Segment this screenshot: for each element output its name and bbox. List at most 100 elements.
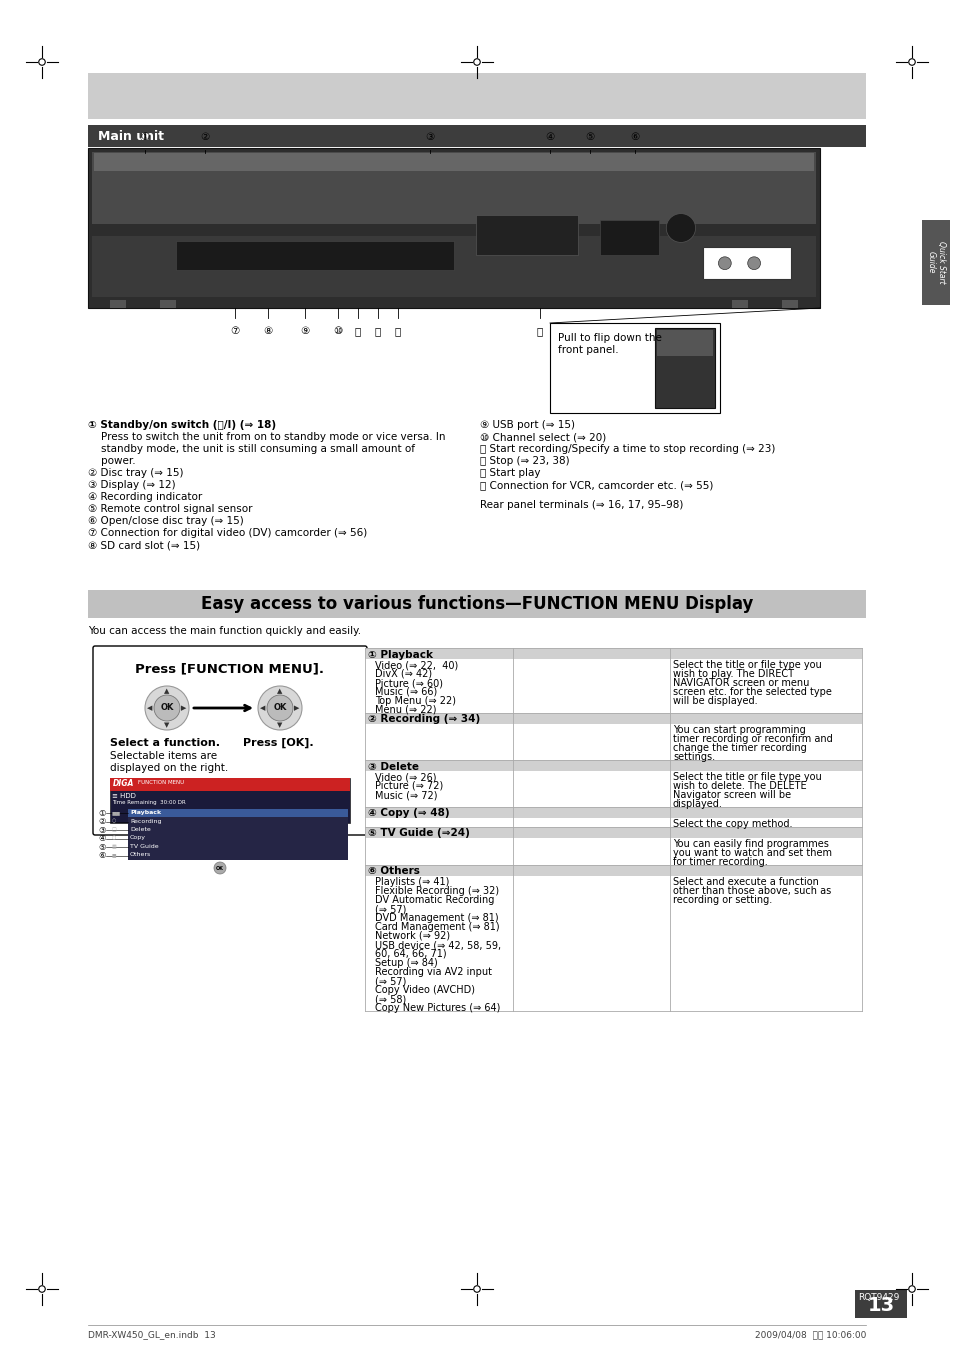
Text: ⑬: ⑬ — [395, 326, 400, 336]
Text: Pull to flip down the
front panel.: Pull to flip down the front panel. — [558, 332, 661, 354]
Text: Press to switch the unit from on to standby mode or vice versa. In: Press to switch the unit from on to stan… — [88, 432, 445, 442]
Text: displayed.: displayed. — [672, 798, 722, 809]
Text: You can access the main function quickly and easily.: You can access the main function quickly… — [88, 626, 361, 636]
Text: OK: OK — [160, 704, 173, 712]
Text: TV Guide: TV Guide — [130, 844, 158, 848]
Text: FUNCTION MENU: FUNCTION MENU — [138, 780, 184, 785]
Text: ▼: ▼ — [164, 721, 170, 728]
Text: ⑭ Connection for VCR, camcorder etc. (⇒ 55): ⑭ Connection for VCR, camcorder etc. (⇒ … — [479, 480, 713, 490]
Text: ▶: ▶ — [181, 705, 187, 711]
Bar — [365, 984, 862, 993]
Bar — [365, 827, 862, 838]
Bar — [365, 659, 862, 667]
Bar — [110, 778, 350, 790]
Bar — [365, 667, 862, 677]
Text: ▼: ▼ — [277, 721, 282, 728]
Text: ④: ④ — [545, 132, 554, 142]
Text: Network (⇒ 92): Network (⇒ 92) — [375, 931, 450, 942]
Bar — [702, 247, 790, 280]
Text: □: □ — [112, 827, 116, 832]
Bar — [110, 300, 126, 308]
Bar — [365, 1002, 862, 1011]
Text: OK: OK — [215, 866, 224, 870]
Text: power.: power. — [88, 457, 135, 466]
Text: ⑪: ⑪ — [355, 326, 361, 336]
Bar — [365, 975, 862, 984]
Bar — [128, 851, 348, 859]
Bar — [599, 220, 659, 255]
Text: ■: ■ — [112, 852, 116, 858]
Text: ③: ③ — [425, 132, 435, 142]
Text: ⑫ Stop (⇒ 23, 38): ⑫ Stop (⇒ 23, 38) — [479, 457, 569, 466]
Text: ◀: ◀ — [260, 705, 265, 711]
Text: Navigator screen will be: Navigator screen will be — [672, 790, 790, 800]
Bar — [365, 885, 862, 894]
Text: (⇒ 57): (⇒ 57) — [375, 975, 406, 986]
Text: ⑥ Open/close disc tray (⇒ 15): ⑥ Open/close disc tray (⇒ 15) — [88, 516, 244, 526]
Text: USB device (⇒ 42, 58, 59,: USB device (⇒ 42, 58, 59, — [375, 940, 500, 950]
Bar — [365, 939, 862, 948]
Bar — [365, 761, 862, 771]
Text: ○: ○ — [112, 819, 116, 824]
Text: Quick Start
Guide: Quick Start Guide — [925, 242, 944, 284]
Text: Recording: Recording — [130, 819, 161, 824]
Bar — [365, 902, 862, 912]
Text: ▲: ▲ — [277, 688, 282, 694]
Text: ⑥: ⑥ — [98, 851, 106, 861]
Text: Time Remaining  30:00 DR: Time Remaining 30:00 DR — [112, 800, 186, 805]
Text: Main unit: Main unit — [98, 130, 164, 142]
Text: NAVIGATOR screen or menu: NAVIGATOR screen or menu — [672, 678, 808, 688]
Text: ⑨: ⑨ — [300, 326, 310, 336]
Text: Music (⇒ 72): Music (⇒ 72) — [375, 790, 437, 800]
Text: ⑥: ⑥ — [630, 132, 639, 142]
Text: ⑧ SD card slot (⇒ 15): ⑧ SD card slot (⇒ 15) — [88, 540, 200, 550]
Text: settings.: settings. — [672, 753, 715, 762]
Text: Press [OK].: Press [OK]. — [243, 738, 314, 748]
Bar — [550, 323, 720, 413]
Circle shape — [747, 257, 760, 270]
Bar — [365, 751, 862, 761]
Bar — [365, 865, 862, 875]
Bar — [365, 847, 862, 857]
Text: ③ Display (⇒ 12): ③ Display (⇒ 12) — [88, 480, 175, 490]
Text: Video (⇒ 26): Video (⇒ 26) — [375, 771, 436, 782]
Text: other than those above, such as: other than those above, such as — [672, 886, 830, 896]
Text: recording or setting.: recording or setting. — [672, 894, 771, 905]
Text: Picture (⇒ 72): Picture (⇒ 72) — [375, 781, 443, 790]
Text: Copy Video (AVCHD): Copy Video (AVCHD) — [375, 985, 475, 994]
Bar — [365, 817, 862, 827]
Circle shape — [267, 694, 293, 721]
Text: standby mode, the unit is still consuming a small amount of: standby mode, the unit is still consumin… — [88, 444, 415, 454]
Text: 2009/04/08  午前 10:06:00: 2009/04/08 午前 10:06:00 — [754, 1329, 865, 1339]
Text: ④: ④ — [98, 835, 106, 843]
Text: ◀: ◀ — [147, 705, 152, 711]
Bar — [128, 843, 348, 851]
Bar — [476, 215, 578, 255]
Text: Select the title or file type you: Select the title or file type you — [672, 661, 821, 670]
Text: for timer recording.: for timer recording. — [672, 857, 767, 867]
Bar — [365, 993, 862, 1002]
Circle shape — [153, 694, 180, 721]
Text: Playback: Playback — [130, 811, 161, 815]
Bar — [655, 328, 714, 408]
Text: ⑩ Channel select (⇒ 20): ⑩ Channel select (⇒ 20) — [479, 432, 605, 442]
Text: Flexible Recording (⇒ 32): Flexible Recording (⇒ 32) — [375, 886, 498, 896]
Bar — [91, 236, 815, 297]
Bar — [88, 149, 820, 308]
Bar — [365, 694, 862, 704]
Bar — [128, 817, 348, 825]
Text: DIGA: DIGA — [112, 780, 134, 788]
Text: Select the copy method.: Select the copy method. — [672, 819, 792, 830]
Bar — [110, 778, 350, 823]
Bar — [128, 825, 348, 834]
Circle shape — [145, 686, 189, 730]
Text: ①: ① — [140, 132, 150, 142]
Bar — [94, 153, 813, 172]
Text: ≡ HDD: ≡ HDD — [112, 793, 135, 798]
Text: Select the title or file type you: Select the title or file type you — [672, 771, 821, 782]
Bar — [160, 300, 175, 308]
Bar — [365, 875, 862, 885]
Text: ⑨ USB port (⇒ 15): ⑨ USB port (⇒ 15) — [479, 420, 575, 430]
Text: RQT9429: RQT9429 — [857, 1293, 899, 1302]
Bar — [365, 912, 862, 921]
